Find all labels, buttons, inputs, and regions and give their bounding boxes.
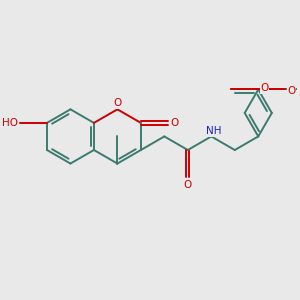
- Text: O: O: [287, 86, 296, 96]
- Text: NH: NH: [206, 126, 222, 136]
- Text: O: O: [260, 83, 268, 93]
- Text: O: O: [113, 98, 122, 108]
- Text: HO: HO: [2, 118, 18, 128]
- Text: O: O: [171, 118, 179, 128]
- Text: O: O: [184, 180, 192, 190]
